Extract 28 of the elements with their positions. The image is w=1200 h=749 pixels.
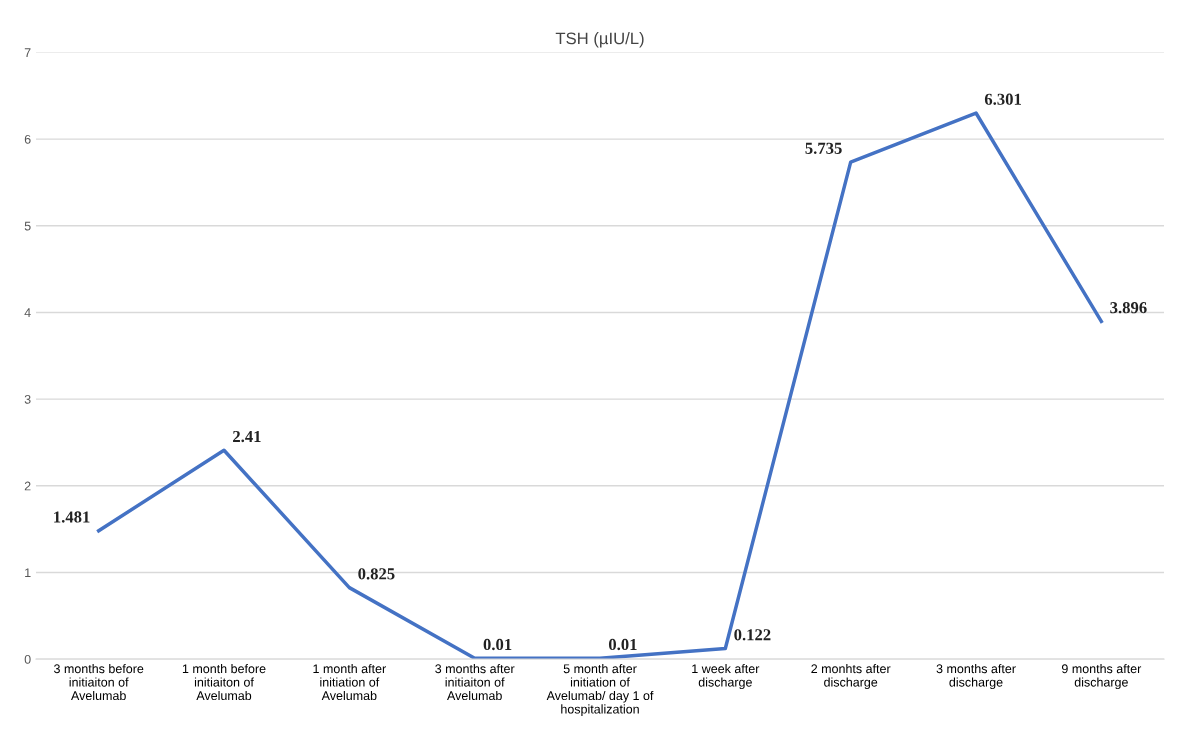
data-label: 5.735 bbox=[805, 142, 842, 154]
data-label: 0.122 bbox=[734, 629, 771, 641]
y-tick-label: 0 bbox=[24, 654, 31, 664]
y-tick-label: 3 bbox=[24, 394, 31, 404]
chart-title: TSH (µIU/L) bbox=[555, 32, 644, 48]
x-tick-label: 5 month after initiation of Avelumab/ day 1 of hospitalization bbox=[546, 663, 654, 717]
y-tick-label: 6 bbox=[24, 134, 31, 144]
x-tick-label: 2 monhts after discharge bbox=[811, 663, 891, 690]
x-tick-label: 1 month before initiaiton of Avelumab bbox=[182, 663, 266, 701]
data-label: 1.481 bbox=[54, 511, 90, 523]
x-tick-label: 1 week after discharge bbox=[692, 663, 760, 690]
data-label: 6.301 bbox=[984, 93, 1021, 105]
y-tick-label: 2 bbox=[24, 481, 31, 491]
line-series bbox=[96, 111, 1104, 660]
x-tick-label: 1 month after initiation of Avelumab bbox=[313, 663, 386, 701]
x-tick-label: 3 months before initiaiton of Avelumab bbox=[53, 663, 144, 701]
data-label: 0.01 bbox=[608, 638, 637, 651]
y-tick-label: 5 bbox=[24, 221, 31, 231]
data-label: 0.825 bbox=[358, 568, 395, 580]
x-tick-label: 9 months after discharge bbox=[1061, 663, 1142, 690]
data-label: 2.41 bbox=[233, 430, 261, 443]
y-tick-label: 1 bbox=[25, 568, 31, 577]
y-tick-label: 7 bbox=[24, 48, 31, 57]
x-tick-label: 3 months after discharge bbox=[936, 663, 1016, 690]
data-label: 3.896 bbox=[1110, 302, 1147, 314]
data-label: 0.01 bbox=[483, 638, 512, 651]
y-tick-label: 4 bbox=[24, 308, 31, 317]
x-tick-label: 3 months after initiaiton of Avelumab bbox=[435, 663, 515, 701]
